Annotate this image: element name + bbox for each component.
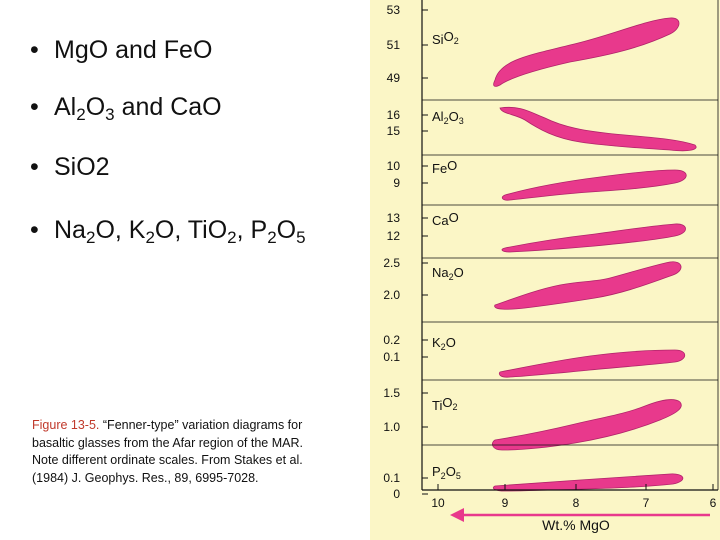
composition-field	[493, 17, 680, 87]
y-tick-label: 1.0	[383, 420, 400, 434]
figure-title: “Fenner-type” variation diagrams for bas…	[32, 418, 303, 450]
bullet-item-mgo-feo: • MgO and FeO	[30, 36, 213, 64]
y-tick-label: 9	[393, 176, 400, 190]
oxide-label: CaO	[432, 210, 459, 228]
composition-field	[501, 223, 686, 253]
composition-field	[491, 399, 682, 451]
bullet-dot: •	[30, 153, 39, 181]
composition-field	[498, 349, 686, 378]
y-tick-label: 0.1	[383, 350, 400, 364]
bullet-dot: •	[30, 93, 39, 121]
oxide-label: Al2O3	[432, 109, 464, 126]
variation-diagram: SiO2 53 51 49 Al2O3 16 15 FeO 10 9 CaO 13 12 Na2O 2.5 2…	[383, 0, 719, 533]
y-tick-label: 2.0	[383, 288, 400, 302]
composition-field	[501, 169, 687, 201]
x-tick-label: 10	[431, 496, 445, 510]
y-tick-label: 51	[387, 38, 401, 52]
composition-field	[499, 106, 697, 152]
y-tick-label: 1.5	[383, 386, 400, 400]
y-tick-label: 53	[387, 3, 401, 17]
y-tick-label: 49	[387, 71, 401, 85]
bullet-dot: •	[30, 36, 39, 64]
y-tick-label: 12	[387, 229, 401, 243]
oxide-label: FeO	[432, 158, 457, 176]
oxide-label: P2O5	[432, 464, 461, 481]
bullet-item-minor-oxides: • Na2O, K2O, TiO2, P2O5	[30, 216, 306, 247]
composition-field	[494, 261, 682, 310]
y-tick-label: 15	[387, 124, 401, 138]
y-tick-label: 16	[387, 108, 401, 122]
direction-arrow-head	[450, 508, 464, 522]
y-tick-label: 0.2	[383, 333, 400, 347]
x-tick-label: 6	[710, 496, 717, 510]
y-tick-label: 2.5	[383, 256, 400, 270]
bullet-item-al2o3-cao: • Al2O3 and CaO	[30, 93, 222, 124]
figure-caption: Figure 13-5. “Fenner-type” variation dia…	[32, 417, 332, 487]
x-tick-label: 7	[643, 496, 650, 510]
figure-label: Figure 13-5.	[32, 418, 100, 432]
variation-diagram-panel: SiO2 53 51 49 Al2O3 16 15 FeO 10 9 CaO 13 12 Na2O 2.5 2…	[370, 0, 720, 540]
x-tick-label: 8	[573, 496, 580, 510]
oxide-label: SiO2	[432, 29, 459, 47]
y-tick-label: 0	[393, 487, 400, 501]
oxide-label: Na2O	[432, 265, 464, 282]
y-tick-label: 0.1	[383, 471, 400, 485]
oxide-label: TiO2	[432, 395, 458, 413]
x-axis-label: Wt.% MgO	[542, 517, 610, 533]
figure-note: Note different ordinate scales. From Sta…	[32, 453, 303, 485]
oxide-label: K2O	[432, 335, 456, 352]
y-tick-label: 13	[387, 211, 401, 225]
composition-field	[492, 473, 684, 492]
bullet-dot: •	[30, 216, 39, 244]
bullet-item-sio2: • SiO2	[30, 153, 110, 181]
x-tick-label: 9	[502, 496, 509, 510]
y-tick-label: 10	[387, 159, 401, 173]
